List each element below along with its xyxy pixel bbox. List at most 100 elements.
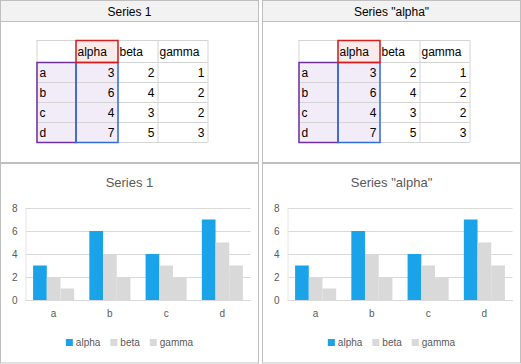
tick-label: 6: [274, 226, 280, 237]
cell-value: 3: [370, 66, 377, 80]
cell-value: 6: [370, 86, 377, 100]
chart-title: Series 1: [106, 175, 154, 190]
grid: [288, 209, 513, 301]
header-band: [263, 1, 521, 22]
bar: [60, 289, 74, 301]
axis-line: [288, 209, 289, 301]
header-border: [76, 41, 118, 63]
bar: [435, 277, 449, 300]
bar: [379, 277, 393, 300]
cell-value: 2: [460, 86, 467, 100]
legend-label: gamma: [422, 337, 456, 348]
bar: [229, 266, 243, 301]
tick-label: b: [107, 308, 113, 319]
legend-label: beta: [382, 337, 402, 348]
legend-label: alpha: [338, 337, 363, 348]
bar: [408, 254, 422, 300]
table: alphabetagammaa321b642c432d753: [37, 40, 209, 143]
table-rule: [299, 102, 470, 103]
tick: c: [426, 300, 431, 319]
cell-value: 3: [460, 126, 467, 140]
grid-line: [288, 300, 513, 301]
table-rule: [37, 82, 208, 83]
legend-label: alpha: [76, 337, 101, 348]
table-rule: [299, 40, 470, 41]
column-header: beta: [120, 45, 144, 59]
column-header: alpha: [340, 45, 370, 59]
tick-label: 0: [12, 295, 18, 306]
grid-line: [288, 208, 513, 209]
axis-line: [26, 300, 251, 301]
header-fill: [76, 40, 118, 62]
x-axis: a b c d: [288, 300, 513, 319]
row-label: a: [40, 66, 47, 80]
chart: Series "alpha"02468abcdalphabetagamma: [274, 175, 513, 348]
y-axis: 02468: [274, 203, 288, 306]
bars: [295, 220, 505, 301]
bar: [464, 220, 478, 301]
tick-label: 6: [12, 226, 18, 237]
grid-line: [26, 300, 251, 301]
row-label-border: [299, 63, 338, 143]
tick-label: 4: [274, 249, 280, 260]
cell-value: 3: [410, 106, 417, 120]
bar: [159, 266, 173, 301]
table-rule: [420, 40, 421, 142]
cell-value: 3: [148, 106, 155, 120]
bar: [309, 277, 323, 300]
legend-swatch: [66, 339, 73, 346]
bar: [146, 254, 160, 300]
legend-swatch: [150, 339, 157, 346]
column-border: [76, 63, 118, 143]
figure: Series 1alphabetagammaa321b642c432d753Se…: [0, 0, 521, 364]
row-label: a: [302, 66, 309, 80]
panel-header: Series 1: [107, 5, 151, 19]
tick-label: a: [51, 308, 57, 319]
legend-item: beta: [110, 337, 140, 348]
bar: [103, 254, 117, 300]
bar: [89, 231, 103, 300]
axis-line: [288, 300, 513, 301]
chart-frame: [263, 164, 521, 364]
tick-label: a: [313, 308, 319, 319]
tick: b: [369, 300, 375, 319]
column-header: beta: [382, 45, 406, 59]
tick: 6: [274, 226, 288, 237]
row-label: d: [40, 126, 47, 140]
legend-item: alpha: [66, 337, 101, 348]
bar: [491, 266, 505, 301]
bar: [478, 243, 492, 301]
tick: 4: [274, 249, 288, 260]
bar: [33, 266, 47, 301]
panel-header: Series "alpha": [354, 5, 429, 19]
legend-item: gamma: [150, 337, 194, 348]
tick: 0: [274, 295, 288, 306]
tick-label: 2: [274, 272, 280, 283]
legend-label: beta: [120, 337, 140, 348]
tick: d: [482, 300, 488, 319]
tick: c: [164, 300, 169, 319]
legend-swatch: [372, 339, 379, 346]
tick-label: c: [164, 308, 169, 319]
tick-label: d: [482, 308, 488, 319]
legend-item: alpha: [328, 337, 363, 348]
grid-line: [26, 208, 251, 209]
row-label-border: [37, 63, 76, 143]
tick: 2: [274, 272, 288, 283]
cell-value: 2: [148, 66, 155, 80]
cell-value: 2: [410, 66, 417, 80]
tick-label: 8: [12, 203, 18, 214]
axis-line: [26, 209, 27, 301]
column-header: alpha: [78, 45, 108, 59]
tick: a: [313, 300, 319, 319]
tick-label: b: [369, 308, 375, 319]
table-rule: [37, 40, 208, 41]
cell-value: 1: [460, 66, 467, 80]
cell-value: 7: [370, 126, 377, 140]
row-label: c: [302, 106, 308, 120]
header-band: [1, 1, 259, 22]
legend-label: gamma: [160, 337, 194, 348]
bar: [351, 231, 365, 300]
bar: [47, 277, 61, 300]
x-axis: abcd: [26, 300, 251, 319]
